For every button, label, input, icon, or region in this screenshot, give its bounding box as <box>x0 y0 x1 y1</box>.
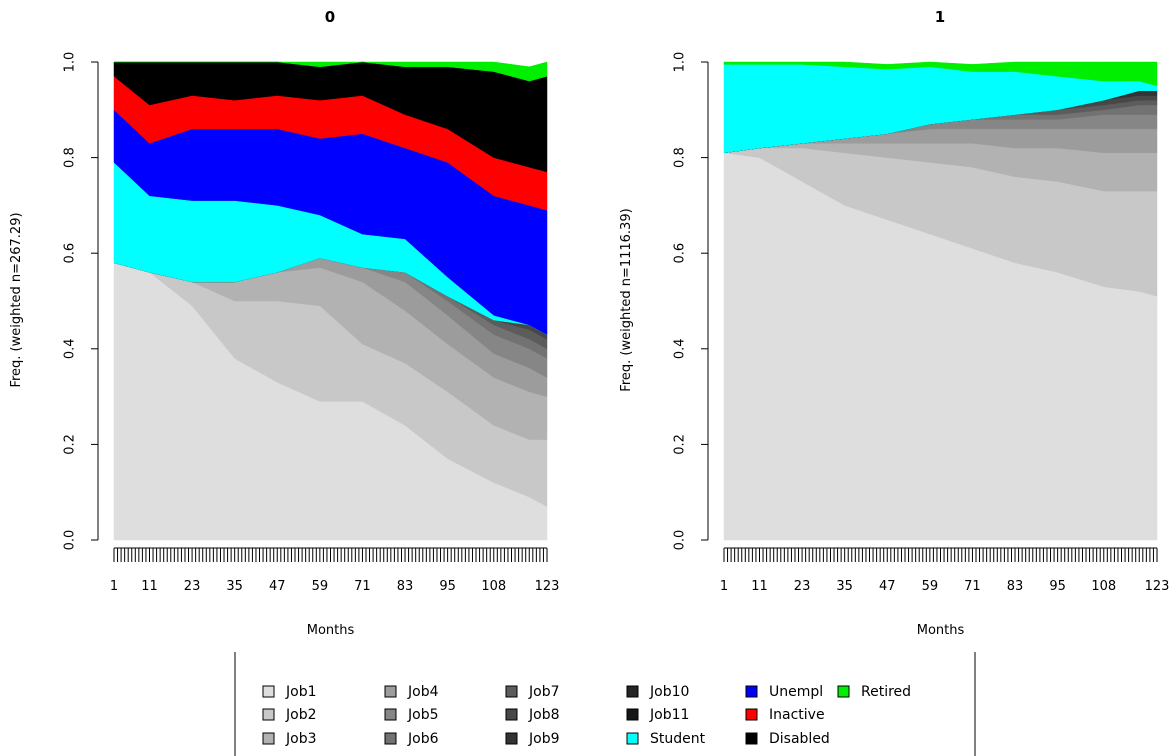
legend-swatch-inactive <box>745 708 758 721</box>
legend: Job1 Job2 Job3 Job4 Job5 Job6 Job7 Job8 Job9 Job1… <box>234 652 976 756</box>
y-tick-label: 0.2 <box>63 434 78 455</box>
x-tick-label: 71 <box>354 579 371 594</box>
legend-label-student: Student <box>650 731 706 747</box>
y-tick-label: 0.0 <box>63 530 78 551</box>
x-axis-label: Months <box>917 623 965 638</box>
legend-swatch-job2 <box>262 708 275 721</box>
y-axis-label: Freq. (weighted n=1116.39) <box>619 208 634 391</box>
panel-title: 1 <box>935 8 945 26</box>
y-tick-label: 0.6 <box>673 243 688 264</box>
panel-title: 0 <box>325 8 335 26</box>
y-tick-label: 0.8 <box>63 147 78 168</box>
x-tick-label: 108 <box>481 579 506 594</box>
legend-label-retired: Retired <box>861 684 911 700</box>
y-tick-label: 0.6 <box>63 243 78 264</box>
x-tick-label: 123 <box>1145 579 1170 594</box>
legend-label-job3: Job3 <box>285 731 317 747</box>
y-tick-label: 0.0 <box>673 530 688 551</box>
x-tick-label: 1 <box>110 579 118 594</box>
legend-label-disabled: Disabled <box>769 731 830 747</box>
legend-swatch-retired <box>837 685 850 698</box>
x-tick-label: 95 <box>1049 579 1066 594</box>
legend-label-job11: Job11 <box>649 707 689 723</box>
legend-swatch-job6 <box>384 732 397 745</box>
legend-label-job6: Job6 <box>407 731 439 747</box>
area-retired-panel-1 <box>723 61 1158 87</box>
x-tick-label: 11 <box>751 579 768 594</box>
x-tick-label: 108 <box>1091 579 1116 594</box>
x-tick-label: 23 <box>794 579 811 594</box>
y-axis-label: Freq. (weighted n=267.29) <box>9 212 24 387</box>
legend-swatch-job1 <box>262 685 275 698</box>
legend-swatch-disabled <box>745 732 758 745</box>
legend-swatch-job11 <box>626 708 639 721</box>
x-tick-label: 71 <box>964 579 981 594</box>
x-tick-label: 1 <box>720 579 728 594</box>
legend-label-job2: Job2 <box>285 707 317 723</box>
x-tick-label: 47 <box>269 579 286 594</box>
y-tick-label: 0.2 <box>673 434 688 455</box>
y-tick-label: 0.8 <box>673 147 688 168</box>
x-tick-label: 59 <box>922 579 939 594</box>
y-tick-label: 0.4 <box>63 338 78 359</box>
y-tick-label: 1.0 <box>673 52 688 73</box>
x-tick-label: 95 <box>439 579 456 594</box>
y-tick-label: 1.0 <box>63 52 78 73</box>
x-tick-label: 35 <box>836 579 853 594</box>
x-tick-label: 35 <box>226 579 243 594</box>
legend-label-job1: Job1 <box>285 684 317 700</box>
legend-label-job9: Job9 <box>528 731 560 747</box>
legend-swatch-job9 <box>505 732 518 745</box>
legend-label-job5: Job5 <box>407 707 439 723</box>
x-tick-label: 23 <box>184 579 201 594</box>
legend-label-job10: Job10 <box>649 684 689 700</box>
legend-label-inactive: Inactive <box>769 707 825 723</box>
area-retired-panel-0 <box>114 61 548 82</box>
x-tick-label: 83 <box>397 579 414 594</box>
legend-swatch-job5 <box>384 708 397 721</box>
panel-1: 0.00.20.40.60.81.01 11 23 35 47 59 71 83 95 108 12… <box>619 8 1169 638</box>
legend-swatch-student <box>626 732 639 745</box>
legend-swatch-job4 <box>384 685 397 698</box>
x-tick-label: 83 <box>1007 579 1024 594</box>
legend-swatch-job3 <box>262 732 275 745</box>
x-axis-label: Months <box>307 623 355 638</box>
x-tick-label: 11 <box>141 579 158 594</box>
y-tick-label: 0.4 <box>673 338 688 359</box>
legend-label-job8: Job8 <box>528 707 560 723</box>
x-tick-label: 123 <box>535 579 560 594</box>
x-tick-label: 59 <box>312 579 329 594</box>
panel-0: 0.00.20.40.60.81.01 11 23 35 47 59 71 83 95 108 12… <box>9 8 559 638</box>
legend-label-job4: Job4 <box>407 684 439 700</box>
legend-swatch-unempl <box>745 685 758 698</box>
legend-label-unempl: Unempl <box>769 684 823 700</box>
x-tick-label: 47 <box>879 579 896 594</box>
legend-swatch-job7 <box>505 685 518 698</box>
legend-swatch-job10 <box>626 685 639 698</box>
legend-swatch-job8 <box>505 708 518 721</box>
legend-label-job7: Job7 <box>528 684 560 700</box>
